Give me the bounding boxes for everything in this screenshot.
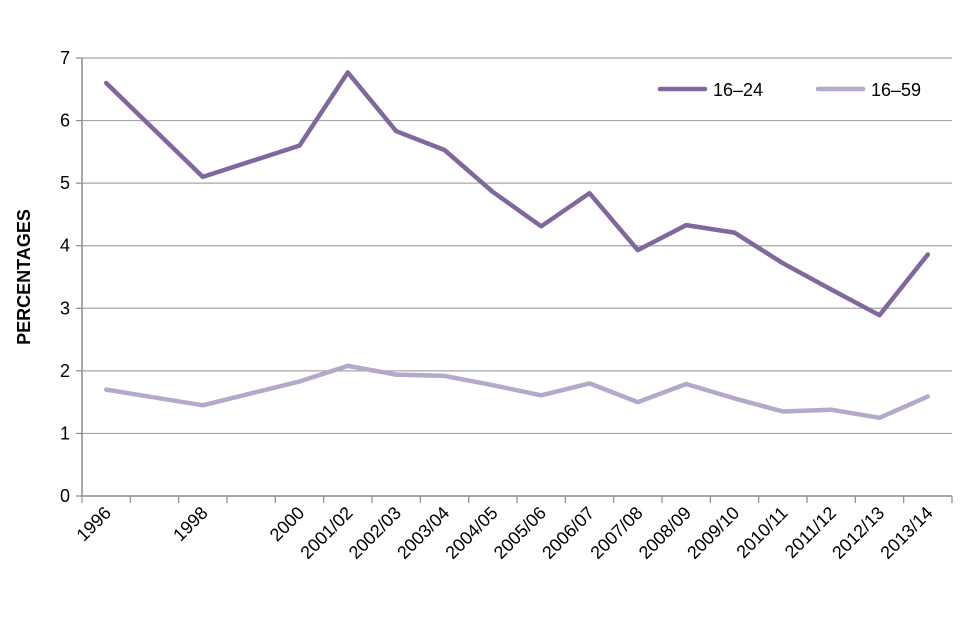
y-tick-label: 7 [60, 48, 70, 68]
gridlines [76, 57, 953, 503]
legend: 16–24 16–59 [657, 80, 921, 100]
x-tick-label: 2000 [266, 503, 308, 545]
x-tick-label: 2001/02 [297, 503, 357, 563]
y-tick-label: 4 [60, 236, 70, 256]
x-tick-label: 2007/08 [587, 503, 647, 563]
x-tick-label: 2002/03 [345, 503, 405, 563]
series-line-0 [103, 70, 931, 318]
y-tick-label: 0 [60, 486, 70, 506]
x-tick-labels: 1996 1998 20002001/022002/032003/042004/05… [73, 503, 937, 563]
y-tick-label: 6 [60, 111, 70, 131]
series-line-1 [103, 363, 931, 421]
y-axis-title: PERCENTAGES [14, 209, 34, 345]
y-tick-label: 1 [60, 423, 70, 443]
x-tick-label: 1998 [169, 503, 211, 545]
series-lines [103, 70, 931, 421]
y-tick-label: 2 [60, 361, 70, 381]
y-tick-labels: 0 1 2 3 4 5 6 7 [60, 48, 70, 506]
x-tick-label: 2005/06 [490, 503, 550, 563]
x-tick-label: 2010/11 [732, 503, 791, 562]
x-tick-label: 2012/13 [828, 503, 888, 563]
x-tick-label: 2003/04 [393, 503, 453, 563]
axes [81, 58, 952, 497]
x-tick-label: 2009/10 [683, 503, 743, 563]
x-tick-label: 2013/14 [877, 503, 937, 563]
x-tick-label: 1996 [73, 503, 115, 545]
y-tick-label: 5 [60, 173, 70, 193]
x-tick-label: 2006/07 [538, 503, 598, 563]
legend-label-1: 16–59 [871, 80, 921, 100]
y-tick-label: 3 [60, 298, 70, 318]
legend-label-0: 16–24 [713, 80, 763, 100]
x-tick-label: 2004/05 [442, 503, 502, 563]
x-tick-label: 2008/09 [635, 503, 695, 563]
